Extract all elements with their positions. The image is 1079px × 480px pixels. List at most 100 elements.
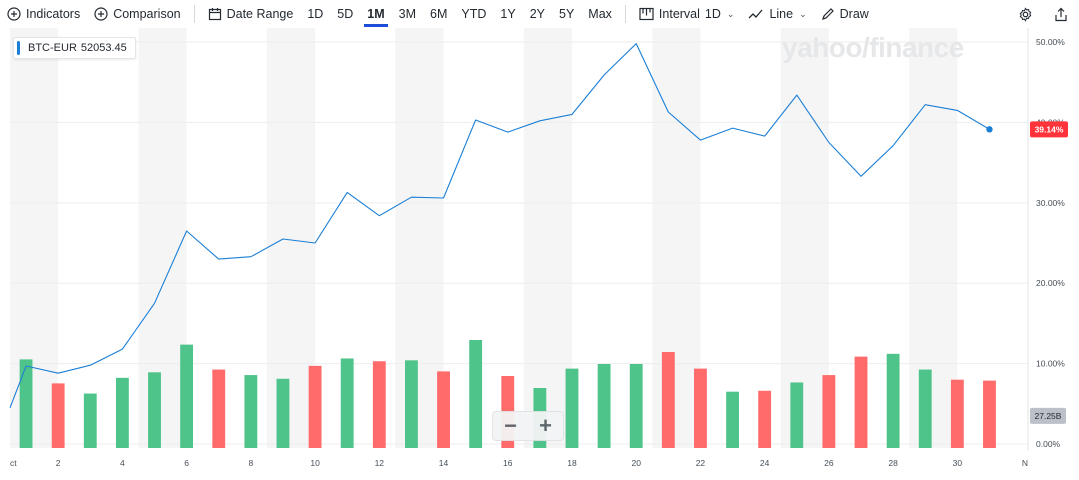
x-tick-label: 18: [567, 458, 577, 468]
interval-value: 1D: [704, 7, 721, 21]
last-price-dot: [986, 126, 993, 133]
range-ytd[interactable]: YTD: [461, 7, 487, 21]
chart-toolbar: Indicators Comparison Date Range 1D 5D 1M 3…: [0, 0, 1079, 28]
volume-badge: [1030, 407, 1066, 424]
background-band: [652, 28, 701, 448]
volume-bar: [822, 375, 836, 448]
toolbar-divider: [193, 5, 195, 23]
interval-button[interactable]: Interval 1D ⌄: [632, 0, 742, 28]
draw-label: Draw: [839, 7, 869, 21]
date-range-button[interactable]: Date Range: [201, 0, 301, 28]
range-selector: 1D 5D 1M 3M 6M YTD 1Y 2Y 5Y Max: [300, 0, 619, 28]
volume-bar: [694, 368, 707, 448]
x-tick-label: 4: [120, 458, 125, 468]
comparison-label: Comparison: [113, 7, 181, 21]
volume-bar: [404, 360, 418, 448]
range-1d[interactable]: 1D: [307, 7, 324, 21]
x-tick-label: 22: [696, 458, 706, 468]
zoom-in-button[interactable]: +: [539, 413, 552, 438]
x-tick-label: ct: [10, 458, 17, 468]
yahoo-finance-logo: yahoo/finance: [782, 32, 964, 63]
share-button[interactable]: [1043, 0, 1079, 28]
volume-bar: [115, 377, 129, 448]
y-tick-label: 50.00%: [1036, 37, 1065, 47]
background-band: [780, 28, 829, 448]
volume-bar: [886, 353, 900, 448]
volume-bar: [565, 368, 579, 448]
y-tick-label: 10.00%: [1036, 359, 1065, 369]
x-tick-label: 8: [248, 458, 253, 468]
background-band: [909, 28, 958, 448]
settings-button[interactable]: [1007, 0, 1043, 28]
x-tick-label: 30: [953, 458, 963, 468]
x-tick-label: 10: [310, 458, 320, 468]
background-bands: [10, 28, 958, 448]
plus-circle-icon: [94, 7, 108, 21]
legend-price: 52053.45: [80, 42, 127, 54]
volume-bar: [597, 364, 611, 448]
range-1y[interactable]: 1Y: [500, 7, 516, 21]
y-tick-label: 20.00%: [1036, 278, 1065, 288]
volume-bar: [726, 391, 739, 448]
volume-bar: [469, 340, 483, 448]
zoom-controls: − +: [492, 411, 564, 441]
zoom-out-button[interactable]: −: [504, 413, 517, 438]
chevron-down-icon: ⌄: [799, 8, 807, 19]
background-band: [10, 28, 59, 448]
draw-button[interactable]: Draw: [814, 0, 876, 28]
gear-icon: [1019, 6, 1031, 22]
range-5d[interactable]: 5D: [337, 7, 354, 21]
x-tick-label: 14: [439, 458, 449, 468]
range-6m[interactable]: 6M: [430, 7, 448, 21]
volume-bar: [758, 390, 772, 448]
x-tick-label: 2: [56, 458, 61, 468]
line-chart-icon: [748, 9, 763, 19]
x-tick-label: 24: [760, 458, 770, 468]
toolbar-divider: [624, 5, 626, 23]
volume-bar: [661, 352, 675, 448]
legend-symbol: BTC-EUR: [28, 42, 77, 54]
comparison-button[interactable]: Comparison: [87, 0, 187, 28]
date-range-label: Date Range: [226, 7, 294, 21]
volume-bar: [372, 361, 386, 448]
price-chart[interactable]: 0.00%10.00%20.00%30.00%40.00%50.00% ct24…: [0, 28, 1079, 480]
last-value-label: 39.14%: [1035, 124, 1064, 134]
background-band: [266, 28, 316, 448]
plus-circle-icon: [7, 7, 21, 21]
share-icon: [1055, 7, 1067, 21]
x-tick-label: 20: [631, 458, 641, 468]
volume-bar: [629, 364, 643, 448]
range-1m[interactable]: 1M: [360, 0, 391, 28]
value-badges: 39.14% 27.25B: [1030, 121, 1068, 424]
volume-bar: [340, 358, 354, 448]
grid-lines: [10, 28, 1029, 450]
volume-bar: [983, 380, 996, 448]
range-2y[interactable]: 2Y: [529, 7, 545, 21]
volume-bar: [308, 365, 322, 448]
x-tick-label: 28: [888, 458, 898, 468]
chart-type-button[interactable]: Line ⌄: [741, 0, 813, 28]
legend[interactable]: BTC-EUR 52053.45: [13, 37, 136, 59]
volume-bar: [180, 344, 194, 448]
background-band: [523, 28, 572, 448]
y-tick-label: 0.00%: [1036, 439, 1061, 449]
y-tick-label: 30.00%: [1036, 198, 1065, 208]
x-axis: ct 2 4 6 8 10 12 14 16 18 20 22 24 26 28 30 N: [10, 458, 1028, 468]
range-5y[interactable]: 5Y: [559, 7, 575, 21]
volume-bar: [19, 359, 33, 448]
background-band: [138, 28, 187, 448]
range-max[interactable]: Max: [588, 7, 612, 21]
indicators-button[interactable]: Indicators: [0, 0, 87, 28]
volume-bar: [437, 371, 450, 448]
toolbar-right: [1007, 0, 1079, 28]
candles-icon: [639, 7, 654, 21]
range-3m[interactable]: 3M: [398, 7, 417, 21]
volume-label: 27.25B: [1035, 411, 1062, 421]
interval-label: Interval: [658, 7, 700, 21]
x-tick-label: 12: [375, 458, 385, 468]
indicators-label: Indicators: [26, 7, 81, 21]
pencil-icon: [821, 8, 834, 20]
chart-type-label: Line: [769, 7, 794, 21]
price-series-line: [9, 43, 990, 408]
volume-bar: [276, 378, 290, 448]
